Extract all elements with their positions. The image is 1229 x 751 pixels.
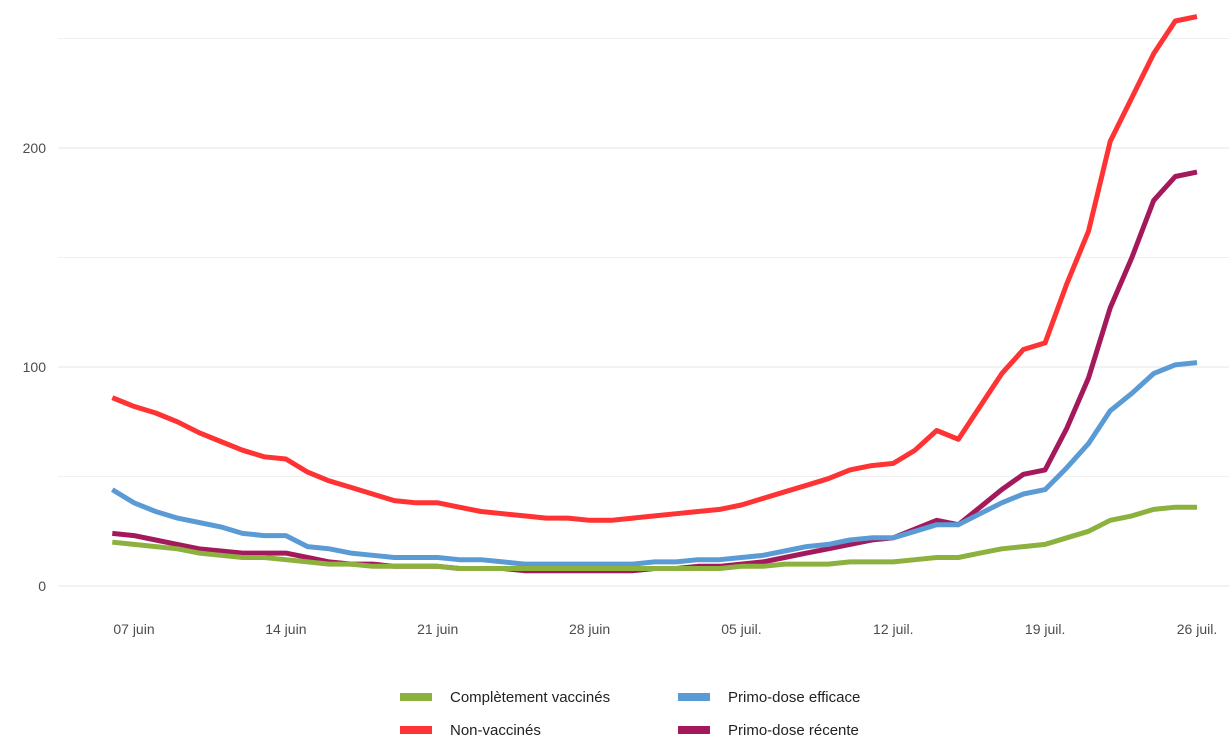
legend-label: Primo-dose récente — [728, 721, 859, 739]
x-tick-label: 21 juin — [417, 621, 458, 637]
legend-swatch — [678, 693, 710, 701]
x-tick-label: 07 juin — [113, 621, 154, 637]
legend-item-non-vaccines: Non-vaccinés — [400, 718, 541, 742]
x-tick-label: 05 juil. — [721, 621, 761, 637]
x-axis: 07 juin 14 juin 21 juin 28 juin 05 juil. 12 j… — [113, 621, 1217, 637]
series-lines — [111, 14, 1198, 574]
legend-label: Non-vaccinés — [450, 721, 541, 739]
legend-item-primo-dose-efficace: Primo-dose efficace — [678, 685, 860, 709]
x-tick-label: 19 juil. — [1025, 621, 1065, 637]
x-tick-label: 26 juil. — [1177, 621, 1217, 637]
line-chart: 0 100 200 07 juin 14 juin 21 juin 28 juin 05 j… — [23, 14, 1229, 637]
legend-label: Primo-dose efficace — [728, 688, 861, 706]
series-line-primo-dose-efficace — [111, 360, 1198, 567]
x-tick-label: 14 juin — [265, 621, 306, 637]
legend-label: Complètement vaccinés — [450, 688, 611, 706]
y-axis: 0 100 200 — [23, 140, 47, 594]
legend-swatch — [678, 726, 710, 734]
legend-swatch — [400, 693, 432, 701]
y-tick-label: 0 — [38, 578, 46, 594]
legend-item-primo-dose-recente: Primo-dose récente — [678, 718, 859, 742]
legend-swatch — [400, 726, 432, 734]
y-tick-label: 100 — [23, 359, 47, 375]
gridlines — [58, 38, 1229, 587]
series-line-non-vaccines — [111, 14, 1198, 523]
x-tick-label: 28 juin — [569, 621, 610, 637]
y-tick-label: 200 — [23, 140, 47, 156]
series-line-completement-vaccines — [112, 504, 1197, 571]
series-line-primo-dose-recente — [112, 169, 1198, 574]
legend: Complètement vaccinés Primo-dose efficac… — [400, 683, 960, 751]
legend-item-completement-vaccines: Complètement vaccinés — [400, 685, 610, 709]
x-tick-label: 12 juil. — [873, 621, 913, 637]
